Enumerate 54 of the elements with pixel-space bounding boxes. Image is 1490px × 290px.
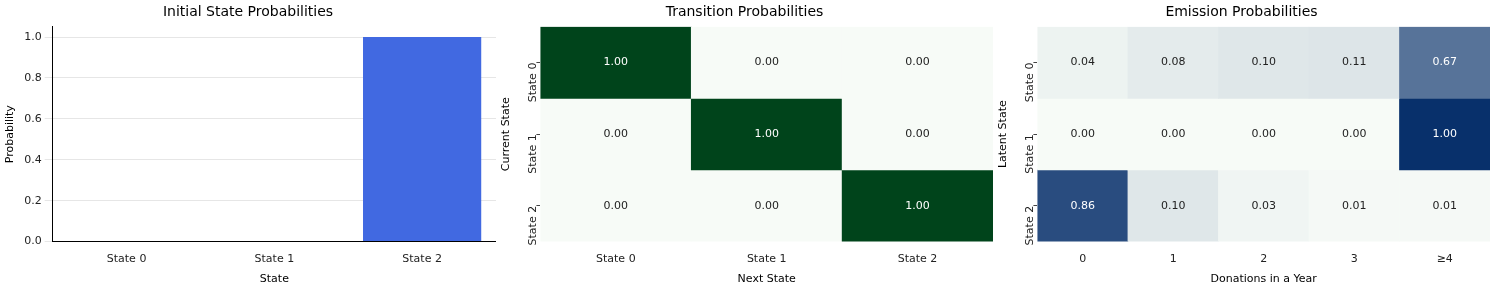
x-tick-label: 1 — [1169, 252, 1177, 266]
y-tick-label: State 1 — [526, 134, 540, 174]
chart-title: Emission Probabilities — [1165, 3, 1318, 20]
y-tick-label: 0.8 — [24, 70, 42, 84]
data-label: 0.86 — [1070, 198, 1095, 212]
data-label: 0.00 — [754, 55, 779, 69]
y-tick-label: 0.2 — [24, 193, 42, 207]
data-label: 1.00 — [754, 127, 779, 141]
data-label: 0.04 — [1070, 55, 1095, 69]
data-label: 0.00 — [1070, 127, 1095, 141]
data-label: 0.00 — [754, 198, 779, 212]
data-label: 0.03 — [1251, 198, 1276, 212]
data-label: 0.10 — [1160, 198, 1186, 212]
y-axis-title: Latent State — [996, 100, 1010, 169]
x-axis-title: Donations in a Year — [1210, 272, 1318, 286]
x-tick-label: State 2 — [897, 252, 938, 266]
data-label: 1.00 — [1432, 127, 1457, 141]
x-tick-label: State 1 — [746, 252, 787, 266]
x-tick-label: ≥4 — [1436, 252, 1453, 266]
x-tick-label: 0 — [1079, 252, 1087, 266]
data-label: 0.00 — [905, 55, 930, 69]
y-tick-label: State 0 — [526, 62, 540, 103]
y-axis-title: Current State — [499, 97, 513, 172]
y-tick-label: State 0 — [1023, 62, 1037, 103]
data-label: 0.08 — [1160, 55, 1186, 69]
y-tick-label: 1.0 — [24, 29, 42, 43]
y-tick-label: 0.6 — [24, 111, 42, 125]
x-axis-title: State — [259, 272, 290, 286]
x-tick-label: 3 — [1350, 252, 1358, 266]
data-label: 0.00 — [603, 198, 629, 212]
data-label: 1.00 — [905, 198, 930, 212]
data-label: 0.00 — [603, 127, 629, 141]
data-label: 0.11 — [1341, 55, 1367, 69]
data-label: 0.01 — [1341, 198, 1367, 212]
x-tick-label: 2 — [1260, 252, 1268, 266]
data-label: 0.00 — [905, 127, 930, 141]
data-label: 0.67 — [1432, 55, 1457, 69]
y-tick-label: 0.4 — [24, 152, 42, 166]
x-tick-label: State 2 — [402, 252, 442, 266]
data-label: 0.00 — [1160, 127, 1186, 141]
x-tick-label: State 0 — [106, 252, 147, 266]
y-axis-title: Probability — [3, 104, 17, 164]
chart-title: Transition Probabilities — [664, 3, 824, 20]
y-tick-label: State 1 — [1023, 134, 1037, 174]
x-tick-label: State 0 — [596, 252, 636, 266]
data-label: 0.00 — [1341, 127, 1367, 141]
y-tick-label: 0.0 — [24, 234, 42, 248]
data-label: 1.00 — [603, 55, 629, 69]
x-axis-title: Next State — [737, 272, 797, 286]
data-label: 0.00 — [1251, 127, 1276, 141]
chart-title: Initial State Probabilities — [162, 3, 334, 20]
data-label: 0.01 — [1432, 198, 1457, 212]
data-label: 0.10 — [1251, 55, 1276, 69]
x-tick-label: State 1 — [254, 252, 295, 266]
